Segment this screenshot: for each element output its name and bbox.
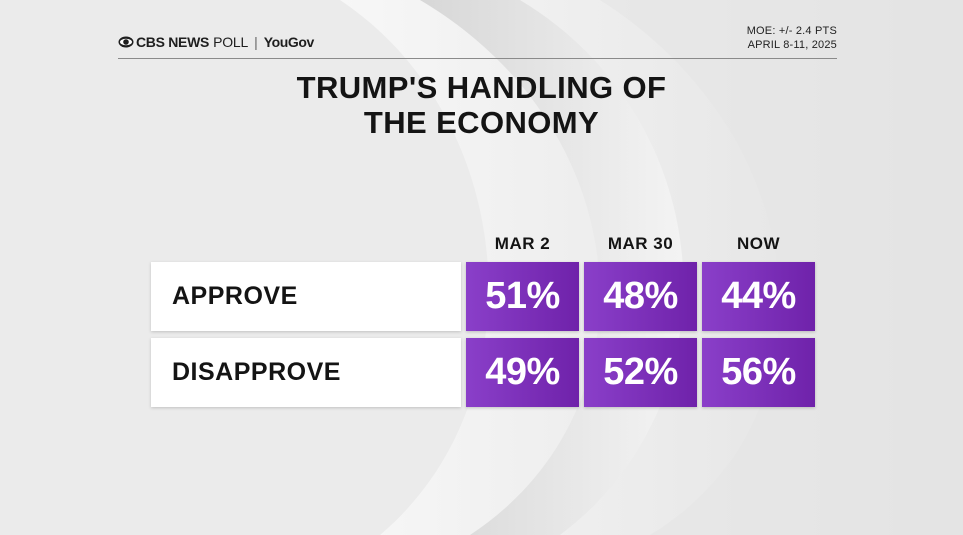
value-cell: 51% <box>466 262 579 331</box>
value-cell: 56% <box>702 338 815 407</box>
brand-separator: | <box>254 34 258 50</box>
poll-dates: APRIL 8-11, 2025 <box>747 39 837 51</box>
value-cell: 52% <box>584 338 697 407</box>
brand-yougov: YouGov <box>263 34 315 50</box>
value-cell: 48% <box>584 262 697 331</box>
value-cell: 49% <box>466 338 579 407</box>
row-label-disapprove: DISAPPROVE <box>151 338 461 407</box>
chart-title: TRUMP'S HANDLING OF THE ECONOMY <box>0 70 963 140</box>
title-line-1: TRUMP'S HANDLING OF <box>296 70 667 105</box>
value-cell: 44% <box>702 262 815 331</box>
poll-meta: MOE: +/- 2.4 PTS APRIL 8-11, 2025 <box>747 24 837 52</box>
cbs-eye-icon <box>118 36 134 48</box>
row-label-approve: APPROVE <box>151 262 461 331</box>
header-bar: CBS NEWS POLL | YouGov MOE: +/- 2.4 PTS … <box>118 24 837 59</box>
margin-of-error: MOE: +/- 2.4 PTS <box>746 25 837 37</box>
brand-cbs-news: CBS NEWS <box>136 34 210 50</box>
brand-poll: POLL <box>213 34 249 50</box>
column-header: MAR 30 <box>607 234 674 253</box>
brand-lockup: CBS NEWS POLL | YouGov <box>118 34 314 50</box>
title-line-2: THE ECONOMY <box>363 105 600 140</box>
column-header: NOW <box>736 234 781 253</box>
column-header: MAR 2 <box>494 234 551 253</box>
